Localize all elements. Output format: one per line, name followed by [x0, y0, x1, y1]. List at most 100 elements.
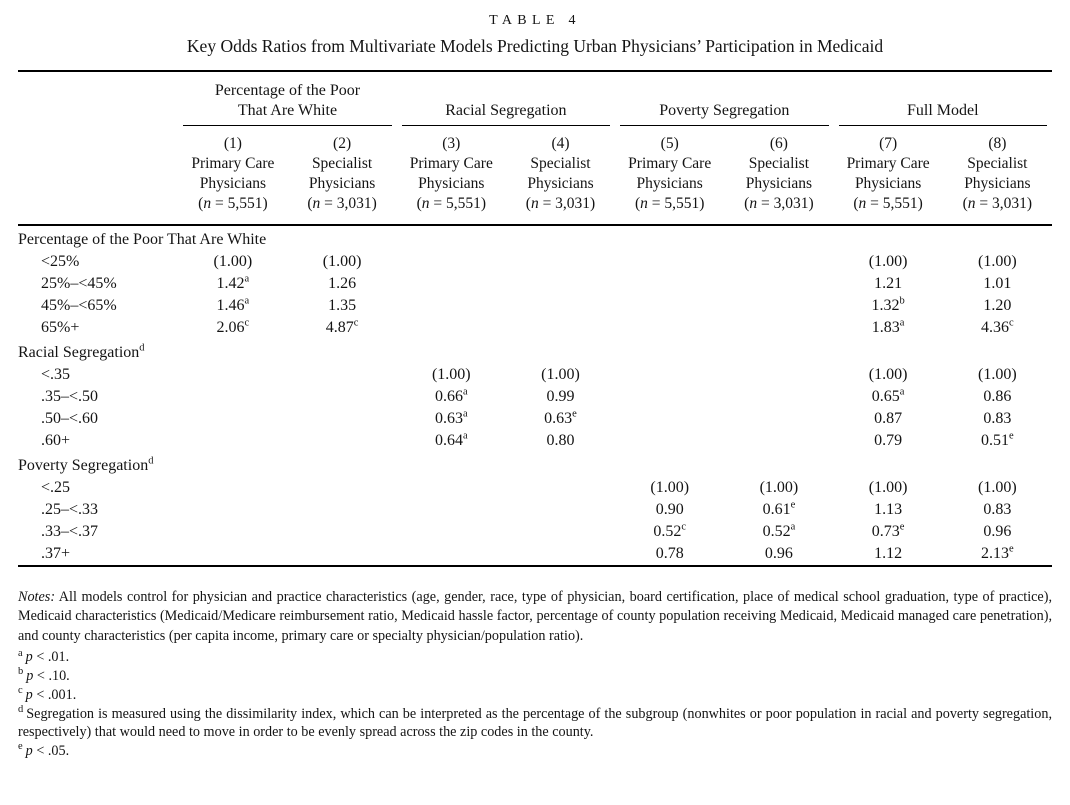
value-cell [178, 521, 287, 543]
column-sample-size: (n = 5,551) [198, 195, 268, 213]
odds-table-body: Percentage of the Poor That Are White <25… [18, 225, 1052, 566]
value-cell: 4.87c [325, 317, 359, 336]
value-cell [615, 364, 724, 386]
column-number: (2) [333, 135, 352, 153]
odds-table-head: Percentage of the Poor That Are White Rac… [18, 71, 1053, 226]
value-cell [178, 499, 287, 521]
table-row: <.35 (1.00) (1.00) (1.00) (1.00) [18, 364, 1052, 386]
value-cell: 0.90 [655, 500, 684, 518]
value-cell: 0.65a [871, 386, 905, 405]
column-sample-size: (n = 3,031) [525, 195, 596, 213]
value-cell: 0.96 [983, 522, 1012, 540]
value-cell: (1.00) [978, 365, 1017, 383]
value-cell: 0.61e [762, 499, 796, 518]
value-cell: 1.01 [983, 274, 1012, 292]
value-cell [397, 477, 506, 499]
column-name: Primary Care Physicians [628, 155, 712, 193]
value-cell: 1.26 [328, 274, 357, 292]
table-row: 65%+ 2.06c 4.87c 1.83a 4.36c [18, 317, 1052, 339]
section-header-row: Racial Segregationd [18, 339, 1052, 364]
footnote-marker: a [462, 408, 468, 420]
value-cell: 0.86 [983, 387, 1012, 405]
column-group-label: Percentage of the Poor That Are White [214, 82, 361, 119]
table-row: .35–<.50 0.66a 0.99 0.65a 0.86 [18, 386, 1052, 408]
value-cell [724, 251, 833, 273]
value-cell: 0.99 [546, 387, 575, 405]
value-cell [615, 408, 724, 430]
footnote-marker: c [353, 317, 359, 329]
column-group-header: Full Model [834, 71, 1053, 127]
column-number: (4) [551, 135, 570, 153]
footnote-marker: a [18, 647, 23, 659]
value-cell: 0.83 [983, 409, 1012, 427]
value-cell [287, 430, 396, 452]
table-row: .33–<.37 0.52c 0.52a 0.73e 0.96 [18, 521, 1052, 543]
column-number: (8) [988, 135, 1007, 153]
value-cell: 1.20 [983, 296, 1012, 314]
value-cell: 1.46a [216, 295, 250, 314]
footnote-marker: a [244, 295, 250, 307]
value-cell [506, 273, 615, 295]
value-cell [724, 273, 833, 295]
column-number: (5) [660, 135, 679, 153]
table-row: .25–<.33 0.90 0.61e 1.13 0.83 [18, 499, 1052, 521]
value-cell [724, 408, 833, 430]
value-cell: 0.96 [764, 544, 793, 562]
value-cell [615, 386, 724, 408]
column-sample-size: (n = 5,551) [416, 195, 487, 213]
column-name: Primary Care Physicians [191, 155, 275, 193]
value-cell [615, 251, 724, 273]
notes-label: Notes: [18, 588, 56, 605]
value-cell [506, 477, 615, 499]
column-group-header: Poverty Segregation [615, 71, 833, 127]
column-group-underline: Percentage of the Poor That Are White [183, 81, 392, 127]
value-cell [178, 386, 287, 408]
column-sample-size: (n = 5,551) [853, 195, 923, 213]
row-label: .50–<.60 [41, 409, 99, 427]
value-cell: 2.06c [216, 317, 250, 336]
column-group-underline: Racial Segregation [401, 101, 611, 127]
value-cell [287, 386, 396, 408]
value-cell: 4.36c [981, 317, 1014, 336]
value-cell [724, 364, 833, 386]
value-cell: 0.64a [434, 430, 468, 449]
column-header: (6) Specialist Physicians (n = 3,031) [724, 126, 834, 226]
value-cell [287, 543, 396, 566]
column-header: (8) Specialist Physicians (n = 3,031) [942, 126, 1052, 226]
column-header: (2) Specialist Physicians (n = 3,031) [287, 126, 397, 226]
footnote-marker: e [1009, 430, 1014, 442]
table-row: <25% (1.00) (1.00) (1.00) (1.00) [18, 251, 1052, 273]
footnote-marker: b [18, 666, 24, 678]
footnote-marker: c [18, 685, 23, 697]
value-cell [724, 386, 833, 408]
section-label: Percentage of the Poor That Are White [18, 230, 267, 248]
column-sample-size: (n = 3,031) [307, 195, 377, 213]
value-cell: 1.13 [874, 500, 903, 518]
section-header-row: Poverty Segregationd [18, 452, 1052, 477]
value-cell: 0.73e [871, 521, 905, 540]
value-cell [506, 251, 615, 273]
row-label: 65%+ [41, 318, 80, 336]
column-header: (1) Primary Care Physicians (n = 5,551) [178, 126, 288, 226]
footnote-marker: a [244, 273, 250, 285]
column-group-row: Percentage of the Poor That Are White Rac… [18, 71, 1053, 127]
value-cell: (1.00) [978, 252, 1017, 270]
value-cell [178, 364, 287, 386]
footnote-marker: a [899, 317, 905, 329]
table-row: .60+ 0.64a 0.80 0.79 0.51e [18, 430, 1052, 452]
column-name: Specialist Physicians [964, 155, 1031, 193]
column-name: Primary Care Physicians [846, 155, 930, 193]
value-cell: 0.78 [655, 544, 684, 562]
column-group-label: Racial Segregation [445, 101, 567, 119]
value-cell [506, 521, 615, 543]
value-cell: (1.00) [759, 478, 799, 496]
value-cell [397, 251, 506, 273]
column-number: (3) [442, 135, 461, 153]
column-header-row: (1) Primary Care Physicians (n = 5,551) (2)… [18, 126, 1052, 226]
value-cell [506, 295, 615, 317]
row-label: 25%–<45% [41, 274, 117, 292]
value-cell: 0.52c [653, 521, 687, 540]
table-number: TABLE 4 [489, 13, 581, 28]
